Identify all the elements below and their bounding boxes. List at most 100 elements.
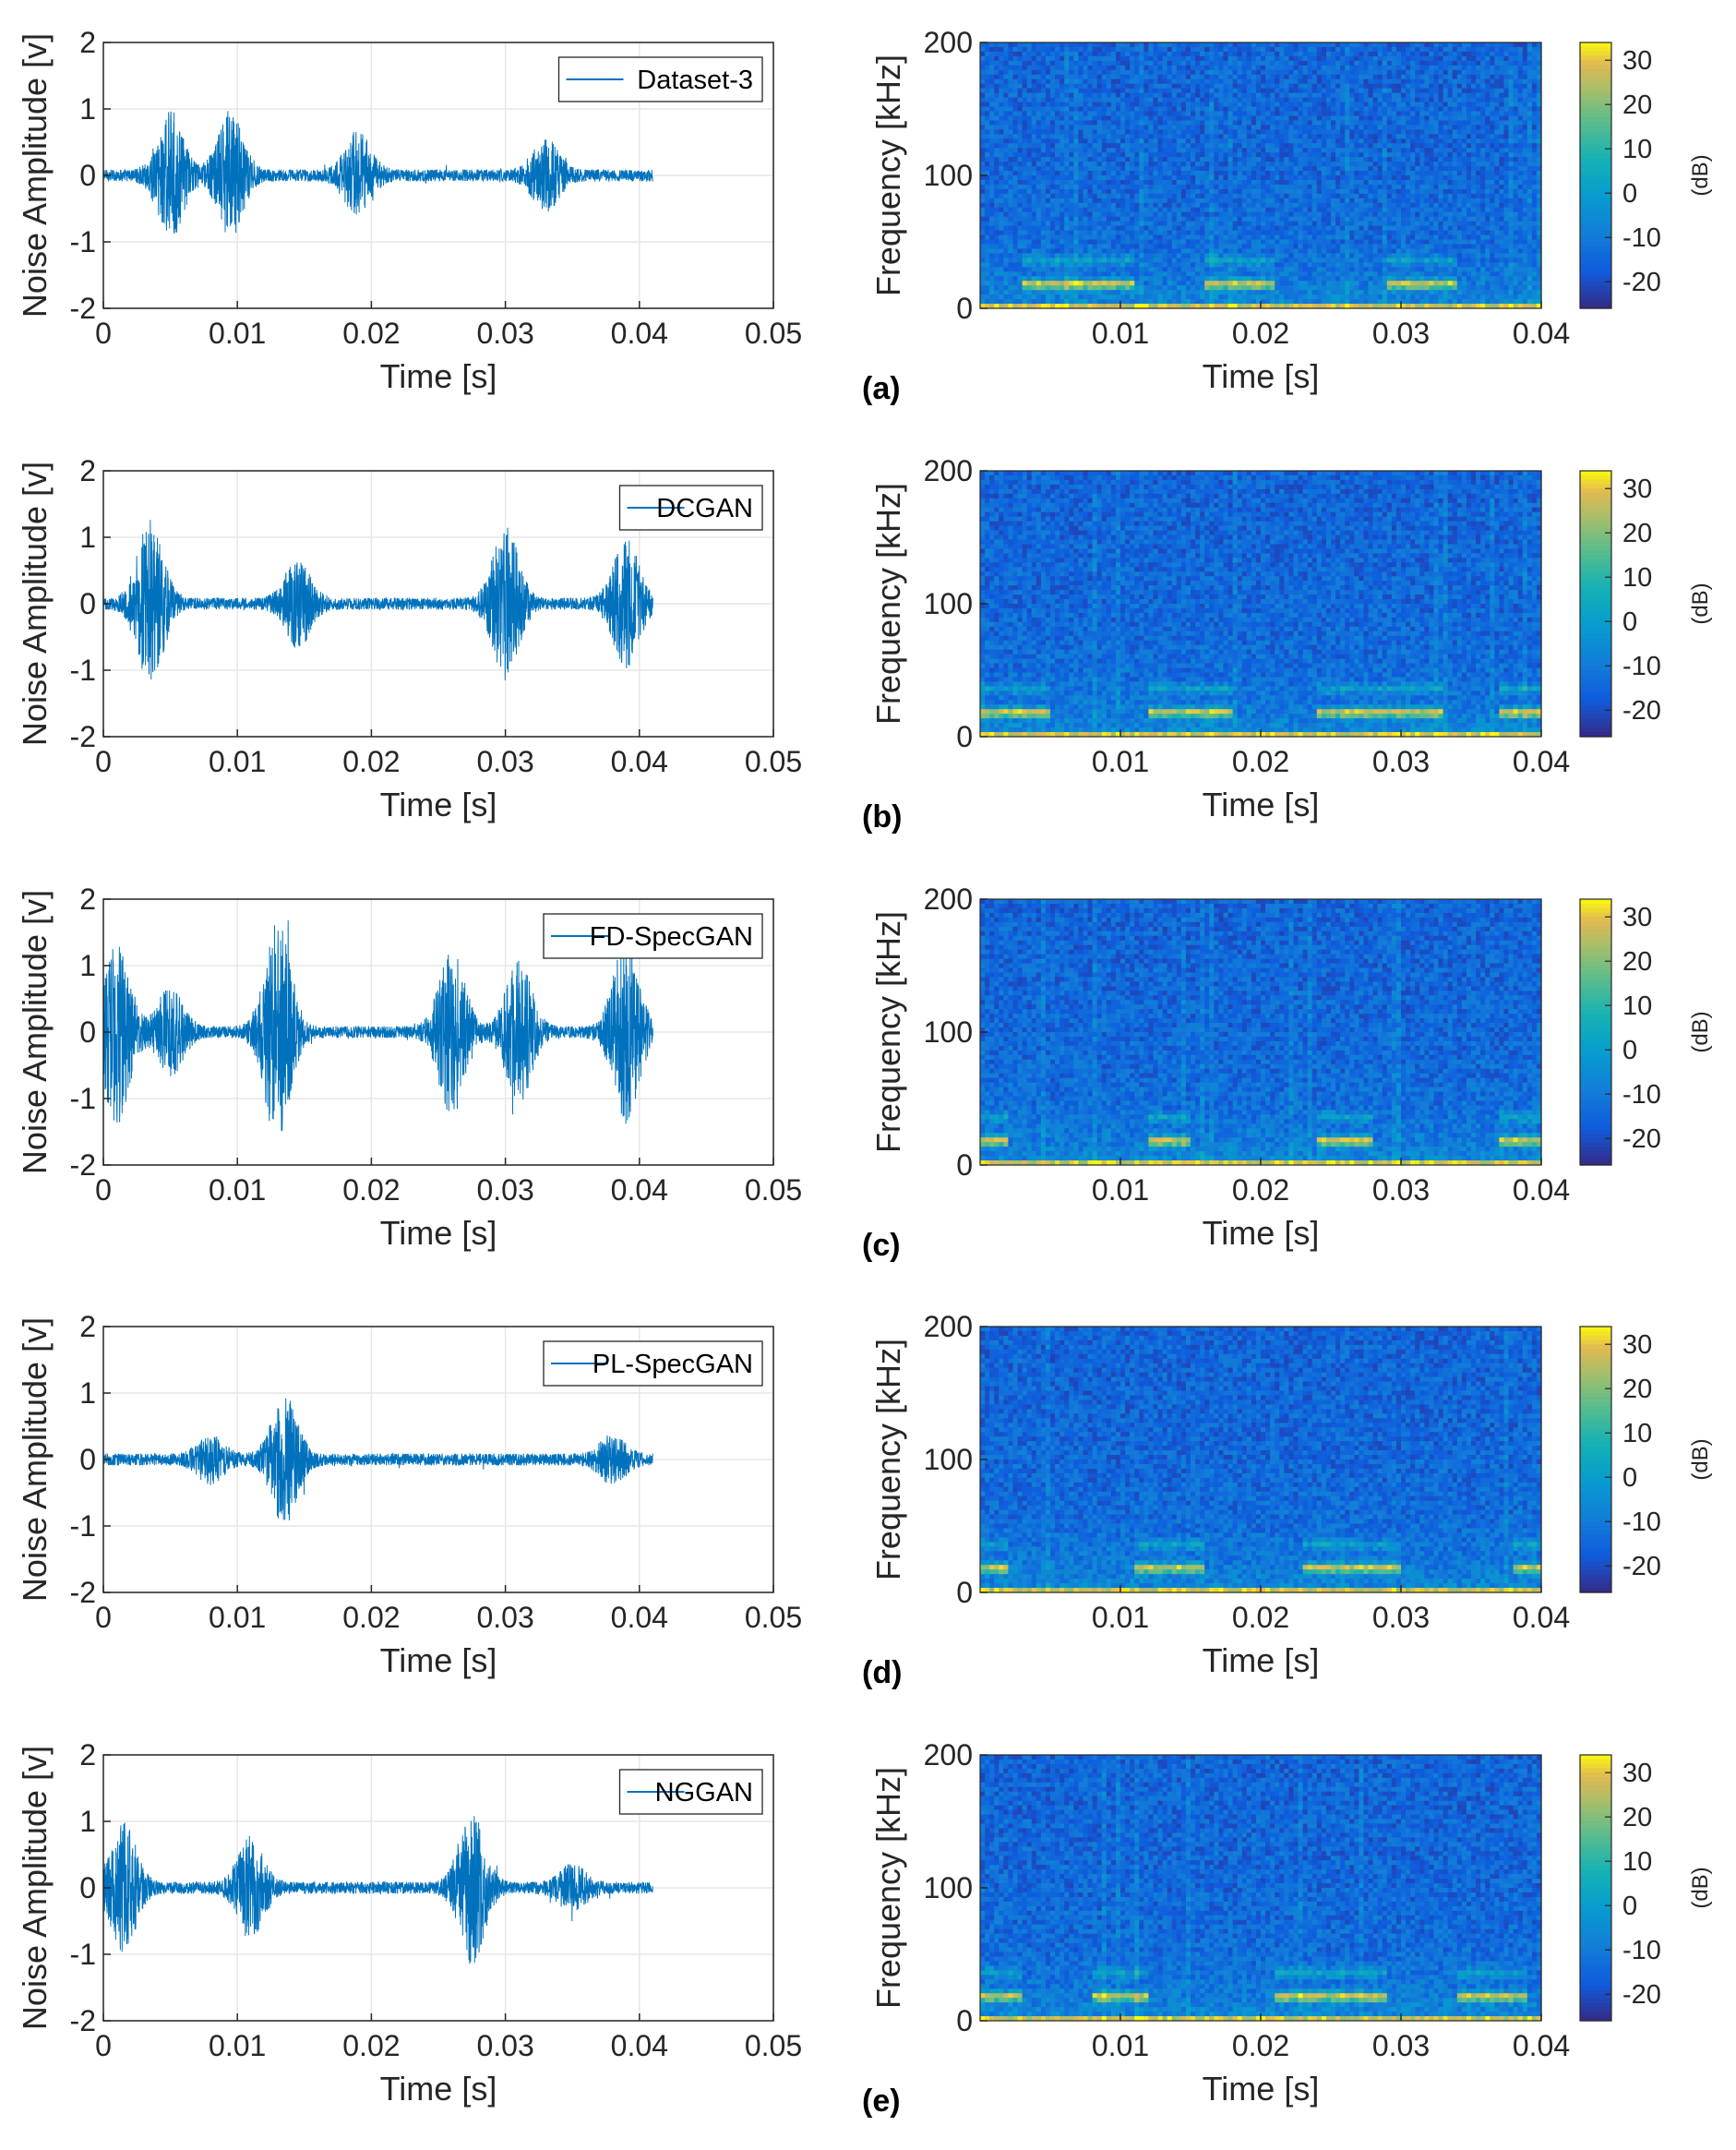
spectrogram-cell	[1238, 226, 1243, 232]
spectrogram-cell	[1050, 235, 1056, 241]
spectrogram-cell	[1303, 189, 1309, 195]
spectrogram-cell	[1125, 98, 1131, 103]
spectrogram-cell	[1256, 203, 1262, 209]
spectrogram-cell	[1073, 70, 1079, 76]
spectrogram-cell	[1018, 61, 1024, 66]
spectrogram-cell	[1018, 198, 1024, 204]
spectrogram-cell	[1195, 253, 1201, 258]
spectrogram-cell	[1012, 198, 1018, 204]
spectrogram-cell	[1265, 111, 1271, 116]
spectrogram-cell	[1148, 120, 1154, 126]
spectrogram-cell	[1331, 134, 1336, 139]
spectrogram-cell	[1167, 267, 1173, 272]
spectrogram-cell	[989, 217, 995, 222]
spectrogram-cell	[1073, 299, 1079, 305]
spectrogram-cell	[1139, 115, 1144, 121]
spectrogram-cell	[1293, 267, 1299, 272]
spectrogram-cell	[1223, 93, 1228, 99]
spectrogram-cell	[1008, 125, 1013, 130]
spectrogram-cell	[1158, 157, 1164, 162]
spectrogram-cell	[1093, 120, 1098, 126]
spectrogram-cell	[1195, 75, 1201, 80]
spectrogram-cell	[1223, 208, 1228, 213]
spectrogram-cell	[1317, 262, 1323, 268]
spectrogram-cell	[1265, 240, 1271, 246]
spectrogram-cell	[1256, 175, 1262, 181]
spectrogram-cell	[1270, 93, 1275, 99]
spectrogram-cell	[1060, 52, 1065, 57]
spectrogram-cell	[1008, 107, 1013, 113]
spectrogram-cell	[1326, 157, 1332, 162]
spectrogram-cell	[1012, 84, 1018, 90]
spectrogram-cell	[1055, 84, 1060, 90]
spectrogram-cell	[1186, 120, 1191, 126]
spectrogram-cell	[1018, 271, 1024, 277]
spectrogram-cell	[1023, 52, 1028, 57]
spectrogram-cell	[1195, 56, 1201, 62]
spectrogram-cell	[1177, 102, 1182, 108]
spectrogram-cell	[1116, 231, 1121, 236]
spectrogram-cell	[1242, 70, 1248, 76]
spectrogram-cell	[1299, 262, 1304, 268]
spectrogram-cell	[1018, 115, 1024, 121]
spectrogram-cell	[1167, 299, 1173, 305]
spectrogram-cell	[989, 138, 995, 144]
spectrogram-cell	[1209, 70, 1215, 76]
spectrogram-cell	[1238, 290, 1243, 295]
spectrogram-cell	[1204, 93, 1210, 99]
spectrogram-cell	[1214, 56, 1219, 62]
spectrogram-cell	[1143, 89, 1149, 94]
spectrogram-cell	[1172, 248, 1178, 254]
spectrogram-cell	[1312, 84, 1318, 90]
spectrogram-cell	[994, 143, 1000, 149]
spectrogram-cell	[980, 143, 986, 149]
spectrogram-cell	[1167, 262, 1173, 268]
spectrogram-cell	[1143, 248, 1149, 254]
spectrogram-cell	[1279, 148, 1285, 153]
spectrogram-cell	[1284, 198, 1289, 204]
spectrogram-cell	[1326, 235, 1332, 241]
spectrogram-cell	[1299, 285, 1304, 291]
spectrogram-cell	[1134, 226, 1140, 232]
spectrogram-cell	[1046, 157, 1051, 162]
spectrogram-cell	[1265, 258, 1271, 263]
spectrogram-cell	[1143, 143, 1149, 149]
spectrogram-cell	[1153, 102, 1158, 108]
spectrogram-cell	[1251, 290, 1257, 295]
spectrogram-cell	[1107, 262, 1112, 268]
spectrogram-cell	[1167, 125, 1173, 130]
spectrogram-cell	[1060, 198, 1065, 204]
spectrogram-cell	[989, 56, 995, 62]
spectrogram-cell	[1242, 75, 1248, 80]
spectrogram-cell	[1041, 253, 1047, 258]
spectrogram-cell	[1256, 194, 1262, 199]
spectrogram-cell	[1018, 203, 1024, 209]
spectrogram-cell	[1228, 235, 1234, 241]
spectrogram-cell	[1200, 70, 1205, 76]
spectrogram-cell	[1265, 42, 1271, 48]
spectrogram-cell	[1143, 198, 1149, 204]
spectrogram-cell	[994, 189, 1000, 195]
spectrogram-cell	[1265, 208, 1271, 213]
spectrogram-cell	[1018, 157, 1024, 162]
spectrogram-cell	[1172, 267, 1178, 272]
spectrogram-cell	[985, 79, 990, 85]
spectrogram-cell	[1041, 111, 1047, 116]
spectrogram-cell	[1041, 240, 1047, 246]
spectrogram-cell	[1167, 244, 1173, 249]
spectrogram-cell	[1012, 162, 1018, 167]
spectrogram-cell	[1003, 248, 1009, 254]
spectrogram-cell	[1251, 129, 1257, 135]
spectrogram-cell	[1275, 152, 1280, 158]
spectrogram-cell	[989, 180, 995, 186]
spectrogram-cell	[1097, 138, 1103, 144]
spectrogram-cell	[1195, 98, 1201, 103]
spectrogram-cell	[1032, 162, 1037, 167]
spectrogram-cell	[1284, 84, 1289, 90]
spectrogram-cell	[1003, 271, 1009, 277]
spectrogram-cell	[999, 166, 1004, 172]
spectrogram-cell	[1032, 276, 1037, 282]
spectrogram-cell	[1299, 120, 1304, 126]
spectrogram-cell	[1153, 240, 1158, 246]
spectrogram-cell	[999, 240, 1004, 246]
